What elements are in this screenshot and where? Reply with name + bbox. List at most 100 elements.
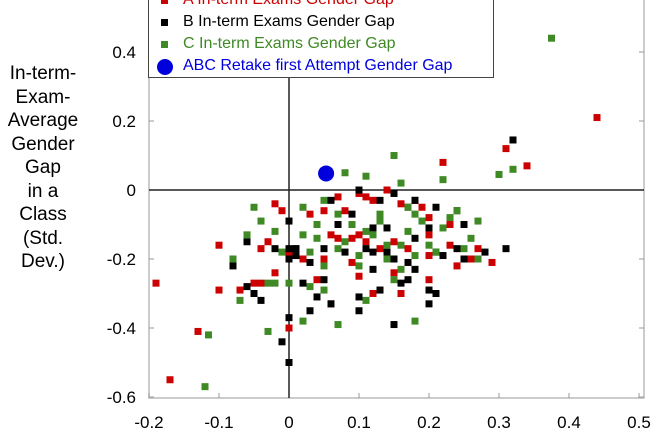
data-point — [383, 186, 391, 194]
data-point — [313, 234, 321, 242]
data-point — [411, 252, 419, 260]
data-point — [285, 314, 293, 322]
data-point — [418, 203, 426, 211]
series-0 — [152, 114, 601, 384]
data-point — [257, 245, 265, 253]
data-point — [453, 245, 461, 253]
data-point — [397, 179, 405, 187]
data-point — [285, 245, 293, 253]
data-point — [502, 245, 510, 253]
data-point — [257, 279, 265, 287]
data-point — [306, 307, 314, 315]
data-point — [376, 245, 384, 253]
data-point — [509, 165, 517, 173]
data-point — [299, 231, 307, 239]
x-tick-label: 0 — [284, 413, 293, 432]
data-point — [194, 327, 202, 335]
square-marker-icon — [161, 41, 168, 48]
data-point — [299, 279, 307, 287]
y-tick-label: -0.6 — [107, 388, 136, 407]
data-point — [250, 203, 258, 211]
data-point — [390, 269, 398, 277]
data-point — [397, 279, 405, 287]
x-tick-label: 0.2 — [417, 413, 441, 432]
data-point — [404, 258, 412, 266]
data-point — [397, 290, 405, 297]
data-point — [432, 203, 440, 211]
data-point — [474, 217, 482, 225]
data-point — [390, 255, 398, 263]
data-point — [320, 286, 328, 294]
data-point — [495, 170, 503, 178]
data-point — [341, 238, 349, 246]
data-point — [369, 224, 377, 232]
data-point — [593, 114, 601, 122]
data-point — [397, 241, 405, 249]
data-point — [348, 234, 356, 242]
data-point — [369, 231, 377, 239]
data-point — [460, 245, 468, 253]
y-tick-label: 0.4 — [112, 43, 136, 62]
data-point — [341, 207, 349, 215]
data-point — [250, 279, 258, 287]
data-point — [355, 252, 363, 260]
data-point — [390, 321, 398, 329]
data-point — [152, 279, 160, 287]
data-point — [271, 245, 279, 253]
square-marker-icon — [161, 19, 168, 26]
data-point — [318, 165, 335, 182]
data-point — [306, 210, 314, 218]
data-point — [383, 255, 391, 263]
data-point — [320, 196, 328, 204]
data-point — [362, 227, 370, 235]
data-point — [271, 200, 279, 208]
y-tick-label: 0 — [127, 181, 136, 200]
data-point — [285, 359, 293, 366]
data-point — [411, 210, 419, 218]
data-point — [425, 241, 433, 249]
data-point — [390, 238, 398, 246]
data-point — [229, 255, 237, 263]
data-point — [355, 272, 363, 280]
data-point — [285, 324, 293, 332]
y-axis-label-line: In-term- — [9, 63, 77, 84]
data-point — [446, 221, 454, 228]
data-point — [264, 327, 272, 335]
data-point — [166, 376, 174, 384]
data-point — [548, 34, 555, 42]
data-point — [334, 210, 342, 218]
data-point — [383, 241, 391, 249]
data-point — [264, 279, 272, 287]
data-point — [306, 248, 314, 256]
data-point — [362, 238, 370, 246]
data-point — [404, 227, 412, 235]
data-point — [460, 255, 468, 263]
data-point — [327, 196, 335, 204]
x-tick-label: 0.5 — [627, 413, 651, 432]
y-axis-label-line: Gap — [25, 157, 61, 178]
data-point — [215, 241, 223, 249]
circle-marker-icon — [157, 59, 173, 75]
series-3 — [318, 165, 335, 182]
data-point — [502, 145, 510, 153]
data-point — [320, 245, 328, 253]
y-axis-label-line: Dev.) — [21, 251, 65, 272]
square-marker-icon — [161, 0, 168, 4]
data-point — [278, 248, 286, 256]
y-tick-label: -0.4 — [107, 319, 136, 338]
series-2 — [201, 34, 555, 391]
data-point — [439, 158, 447, 166]
data-point — [299, 203, 307, 211]
data-point — [250, 290, 258, 297]
data-point — [425, 286, 433, 294]
data-point — [460, 221, 468, 228]
data-point — [397, 200, 405, 208]
data-point — [404, 203, 412, 211]
data-point — [201, 383, 209, 391]
data-point — [320, 276, 328, 284]
data-point — [425, 252, 433, 260]
data-point — [411, 317, 419, 325]
data-point — [320, 207, 328, 215]
data-point — [285, 255, 293, 263]
data-point — [334, 234, 342, 242]
